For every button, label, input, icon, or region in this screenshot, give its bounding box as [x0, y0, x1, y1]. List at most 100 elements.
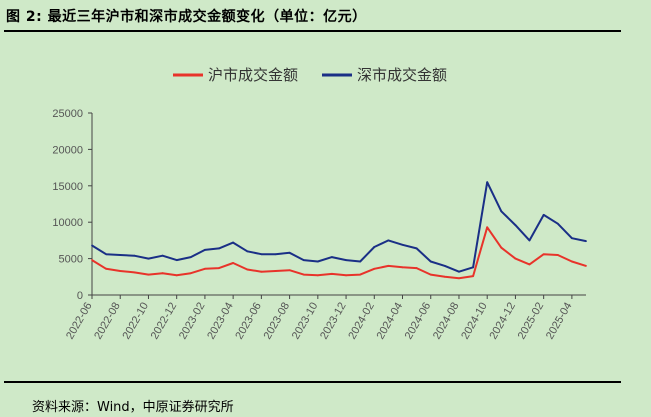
data-point-series-1 — [302, 273, 305, 276]
data-point-series-2 — [189, 256, 192, 259]
data-point-series-1 — [429, 273, 432, 276]
x-tick-label: 2024-12 — [487, 301, 518, 342]
data-point-series-1 — [415, 267, 418, 269]
series-line-1 — [91, 226, 587, 280]
data-point-series-1 — [486, 226, 489, 229]
data-point-series-2 — [415, 247, 418, 250]
data-point-series-1 — [345, 274, 347, 277]
data-point-series-2 — [514, 224, 517, 227]
top-rule — [4, 30, 621, 32]
data-point-series-1 — [331, 272, 333, 275]
data-point-series-1 — [458, 277, 460, 280]
data-point-series-2 — [443, 264, 446, 267]
data-point-series-2 — [528, 239, 531, 242]
data-point-series-1 — [161, 272, 164, 275]
x-tick-label: 2023-02 — [177, 301, 208, 342]
x-tick-label: 2024-06 — [403, 301, 434, 342]
x-tick-label: 2024-08 — [431, 301, 462, 342]
data-point-series-1 — [119, 270, 122, 272]
bottom-rule — [4, 381, 621, 383]
data-point-series-1 — [189, 272, 192, 275]
y-tick-label: 15000 — [52, 181, 83, 193]
source-note: 资料来源：Wind，中原证券研究所 — [32, 400, 234, 415]
data-point-series-2 — [373, 246, 376, 248]
series-line-2 — [91, 181, 587, 273]
data-point-series-2 — [542, 214, 545, 216]
data-point-series-2 — [472, 266, 474, 269]
data-point-series-1 — [133, 271, 136, 274]
data-point-series-2 — [105, 253, 108, 256]
data-point-series-1 — [570, 260, 573, 263]
data-point-series-1 — [443, 275, 446, 278]
data-point-series-1 — [542, 253, 545, 256]
x-tick-label: 2023-06 — [233, 301, 264, 342]
x-tick-label: 2023-08 — [262, 301, 293, 342]
data-point-series-2 — [274, 253, 277, 256]
data-point-series-2 — [387, 239, 390, 242]
data-point-series-1 — [373, 267, 376, 270]
data-point-series-1 — [585, 264, 587, 267]
data-point-series-1 — [218, 267, 220, 269]
data-point-series-2 — [147, 257, 150, 260]
data-point-series-1 — [401, 266, 404, 269]
data-point-series-1 — [316, 274, 319, 277]
data-point-series-2 — [133, 254, 136, 257]
data-point-series-2 — [331, 256, 333, 259]
data-point-series-1 — [387, 264, 390, 267]
data-point-series-2 — [232, 241, 235, 244]
data-point-series-1 — [359, 273, 362, 276]
data-point-series-2 — [585, 240, 587, 243]
x-tick-label: 2023-12 — [318, 301, 349, 342]
data-point-series-2 — [316, 260, 319, 263]
legend-label-2: 深市成交金额 — [357, 66, 447, 84]
data-point-series-2 — [359, 260, 362, 263]
x-tick-label: 2024-04 — [375, 301, 406, 342]
x-tick-label: 2022-12 — [149, 301, 180, 342]
x-tick-label: 2022-08 — [92, 301, 123, 342]
data-point-series-1 — [274, 270, 277, 272]
data-point-series-1 — [528, 263, 531, 266]
data-point-series-2 — [246, 250, 249, 253]
y-tick-label: 0 — [77, 290, 83, 302]
data-point-series-2 — [260, 253, 263, 256]
data-point-series-2 — [500, 210, 503, 213]
figure-title: 图 2: 最近三年沪市和深市成交金额变化（单位：亿元） — [6, 9, 367, 25]
data-point-series-1 — [514, 257, 517, 260]
legend-label-1: 沪市成交金额 — [208, 66, 298, 84]
data-point-series-2 — [119, 254, 122, 256]
data-point-series-2 — [204, 248, 206, 251]
data-point-series-1 — [204, 267, 206, 270]
x-tick-label: 2023-10 — [290, 301, 321, 342]
data-point-series-2 — [302, 259, 305, 261]
data-point-series-2 — [288, 251, 291, 254]
x-tick-label: 2023-04 — [205, 301, 236, 342]
data-point-series-2 — [161, 254, 164, 257]
data-point-series-2 — [458, 270, 460, 273]
data-point-series-2 — [175, 259, 178, 261]
y-tick-label: 20000 — [52, 144, 83, 156]
data-point-series-2 — [556, 222, 559, 225]
data-point-series-2 — [486, 181, 489, 184]
data-point-series-1 — [91, 259, 93, 261]
x-tick-label: 2022-06 — [64, 301, 95, 342]
data-point-series-1 — [288, 269, 291, 272]
x-tick-label: 2025-02 — [516, 301, 547, 342]
data-point-series-1 — [175, 274, 178, 277]
data-point-series-1 — [472, 275, 474, 277]
line-chart: 05000100001500020000250002022-062022-082… — [52, 66, 587, 342]
data-point-series-2 — [91, 244, 93, 247]
x-tick-label: 2024-10 — [459, 301, 490, 342]
data-point-series-1 — [260, 270, 263, 273]
data-point-series-1 — [105, 267, 108, 270]
data-point-series-2 — [218, 247, 220, 250]
data-point-series-1 — [246, 268, 249, 271]
data-point-series-2 — [570, 237, 573, 240]
data-point-series-1 — [556, 254, 559, 256]
x-tick-label: 2025-04 — [544, 301, 575, 342]
x-tick-label: 2022-10 — [120, 301, 151, 342]
y-tick-label: 10000 — [52, 217, 83, 229]
y-tick-label: 5000 — [59, 254, 83, 266]
data-point-series-1 — [232, 262, 235, 264]
data-point-series-2 — [345, 259, 347, 261]
data-point-series-2 — [401, 243, 404, 246]
